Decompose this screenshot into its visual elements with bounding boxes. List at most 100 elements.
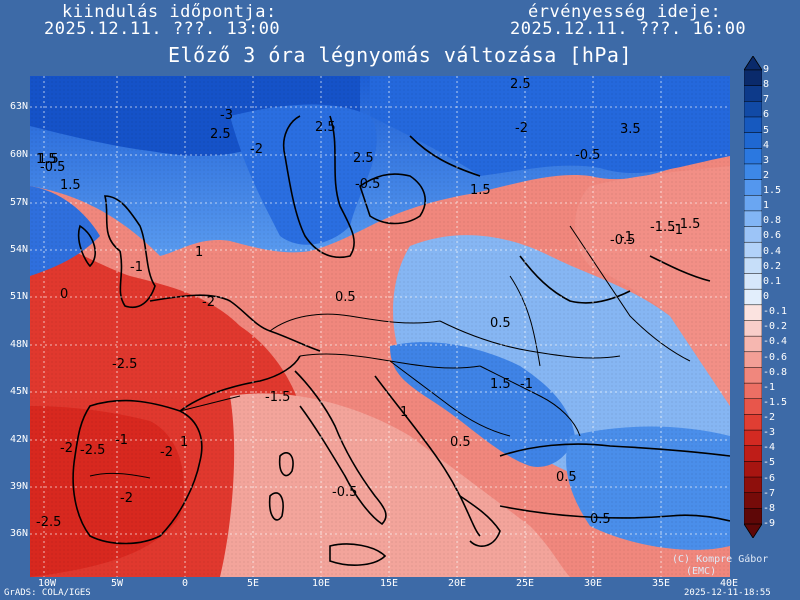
contour-label: -0.5 xyxy=(575,148,600,163)
contour-label: 2.5 xyxy=(315,120,336,135)
legend-swatch xyxy=(744,257,762,275)
lat-label: 57N xyxy=(9,197,28,208)
valid-time-value: 2025.12.11. ???. 16:00 xyxy=(510,19,747,39)
lon-label: 35E xyxy=(651,578,671,589)
color-legend xyxy=(744,56,762,538)
contour-label: 3.5 xyxy=(620,122,641,137)
legend-label: 0 xyxy=(763,291,770,302)
legend-swatch xyxy=(744,148,762,165)
legend-label: 6 xyxy=(763,109,770,121)
legend-label: -0.2 xyxy=(763,321,788,333)
legend-label: -0.4 xyxy=(763,336,788,348)
contour-label: -2 xyxy=(160,445,173,460)
legend-swatch xyxy=(744,335,762,353)
start-time-label: kiindulás időpontja: xyxy=(62,2,277,22)
contour-label: -0.5 xyxy=(332,485,357,500)
legend-swatch xyxy=(744,85,762,102)
contour-label: -2 xyxy=(120,491,133,506)
legend-label: -1 xyxy=(763,381,776,393)
contour-label: -1.5 xyxy=(650,220,675,235)
legend-swatch xyxy=(744,210,762,228)
legend-label: 3 xyxy=(763,154,770,166)
legend-swatch xyxy=(744,320,762,337)
lat-label: 60N xyxy=(9,149,28,160)
footer-left: GrADS: COLA/IGES xyxy=(4,588,91,598)
coastlines xyxy=(72,115,730,566)
lon-label: 5E xyxy=(246,578,260,589)
contour-label: -2 xyxy=(60,441,73,456)
legend-swatch xyxy=(744,382,762,400)
legend-label: -9 xyxy=(763,518,776,529)
legend-swatch xyxy=(744,351,762,368)
contour-label: 2.5 xyxy=(510,77,531,92)
legend-label: 0.4 xyxy=(763,245,782,257)
legend-swatch xyxy=(744,116,762,134)
contour-label: -1 xyxy=(115,433,128,448)
contour-label: -2 xyxy=(515,121,528,136)
contour-label: 0.5 xyxy=(335,290,356,305)
contour-label: -3 xyxy=(220,108,233,123)
legend-label: -4 xyxy=(763,442,776,454)
legend-swatch xyxy=(744,508,762,525)
contour-label: 1.5 xyxy=(38,152,59,167)
lat-label: 48N xyxy=(9,339,28,350)
legend-max-arrow xyxy=(744,56,762,71)
copyright-credit-org: (EMC) xyxy=(686,566,717,577)
contour-label: 0.5 xyxy=(590,512,611,527)
contour-label: -1 xyxy=(670,223,683,238)
lon-label: 40E xyxy=(719,578,739,589)
legend-swatch xyxy=(744,476,762,494)
legend-label: -6 xyxy=(763,472,776,484)
legend-min-arrow xyxy=(744,523,762,538)
contour-label: -0.5 xyxy=(355,177,380,192)
legend-label: 7 xyxy=(763,94,770,106)
legend-label: 8 xyxy=(763,79,770,91)
legend-label: -0.8 xyxy=(763,366,788,378)
lon-label: 10W xyxy=(37,578,57,589)
contour-label: 0.5 xyxy=(556,470,577,485)
legend-label: -2 xyxy=(763,412,776,424)
legend-swatch xyxy=(744,101,762,118)
contour-label: -1 xyxy=(520,377,533,392)
legend-swatch xyxy=(744,163,762,181)
contour-label: 2.5 xyxy=(353,151,374,166)
contour-label: 0 xyxy=(60,287,68,302)
contour-label: 1.5 xyxy=(490,377,511,392)
legend-swatch xyxy=(744,304,762,322)
legend-swatch xyxy=(744,461,762,478)
borders xyxy=(89,225,691,479)
legend-label: -0.1 xyxy=(763,306,788,318)
contour-label: 2.5 xyxy=(210,127,231,142)
contour-label: 0.5 xyxy=(490,316,511,331)
lat-label: 36N xyxy=(9,528,28,539)
legend-label: -5 xyxy=(763,457,776,469)
legend-label: -1.5 xyxy=(763,396,788,408)
legend-label: 0.8 xyxy=(763,215,782,227)
lon-label: 5W xyxy=(110,578,124,589)
graticule xyxy=(30,76,730,577)
legend-label: 0.1 xyxy=(763,275,782,287)
legend-label: 0.6 xyxy=(763,230,782,242)
lon-label: 10E xyxy=(311,578,331,589)
contour-label: 1.5 xyxy=(36,152,57,167)
legend-swatch xyxy=(744,273,762,290)
contour-label: -1 xyxy=(620,230,633,245)
contour-label: -2.5 xyxy=(36,515,61,530)
start-time-value: 2025.12.11. ???. 13:00 xyxy=(44,19,281,39)
legend-label: -8 xyxy=(763,502,776,514)
legend-swatch xyxy=(744,414,762,431)
lat-label: 63N xyxy=(9,101,28,112)
legend-label: -3 xyxy=(763,427,776,439)
contour-labels: 2.5 -3 2.5 1.5 -2 2.5 2.5 -2 3.5 1.5 -0.5 -0.5 1.5 -0… xyxy=(36,77,700,530)
lon-label: 0 xyxy=(181,578,189,589)
lon-label: 15E xyxy=(379,578,399,589)
legend-swatch xyxy=(744,492,762,509)
legend-label: -7 xyxy=(763,487,776,499)
map-title: Előző 3 óra légnyomás változása [hPa] xyxy=(167,43,633,67)
contour-label: -2.5 xyxy=(80,443,105,458)
contour-label: -2 xyxy=(250,142,263,157)
legend-label: 1.5 xyxy=(763,185,782,197)
lat-label: 51N xyxy=(9,291,28,302)
lat-label: 54N xyxy=(9,244,28,255)
contour-label: 1.5 xyxy=(60,178,81,193)
